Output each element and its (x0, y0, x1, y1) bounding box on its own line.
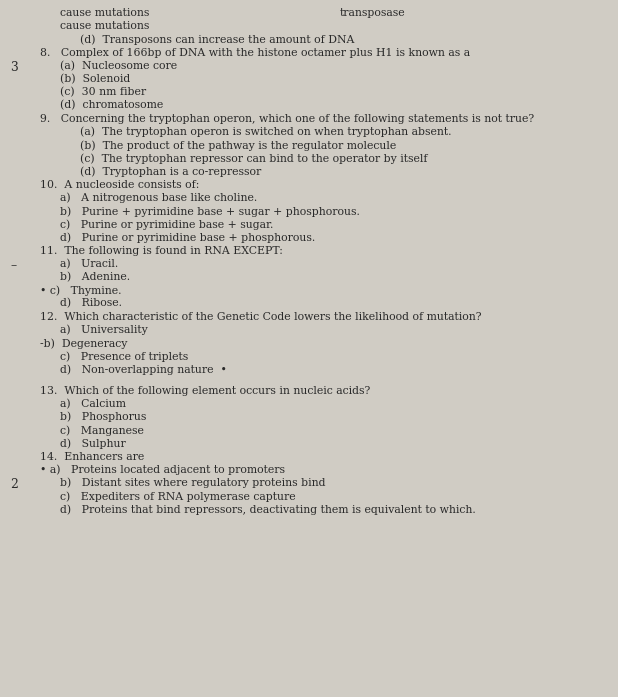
Text: (c)  The tryptophan repressor can bind to the operator by itself: (c) The tryptophan repressor can bind to… (80, 153, 428, 164)
Text: 11.  The following is found in RNA EXCEPT:: 11. The following is found in RNA EXCEPT… (40, 245, 283, 256)
Text: d)   Sulphur: d) Sulphur (60, 438, 125, 449)
Text: b)   Phosphorus: b) Phosphorus (60, 412, 146, 422)
Text: (d)  Transposons can increase the amount of DNA: (d) Transposons can increase the amount … (80, 34, 354, 45)
Text: 14.  Enhancers are: 14. Enhancers are (40, 452, 144, 461)
Text: 8.   Complex of 166bp of DNA with the histone octamer plus H1 is known as a: 8. Complex of 166bp of DNA with the hist… (40, 47, 470, 58)
Text: cause mutations: cause mutations (60, 21, 150, 31)
Text: d)   Purine or pyrimidine base + phosphorous.: d) Purine or pyrimidine base + phosphoro… (60, 232, 315, 243)
Text: (b)  Solenoid: (b) Solenoid (60, 74, 130, 84)
Text: c)   Expediters of RNA polymerase capture: c) Expediters of RNA polymerase capture (60, 491, 295, 502)
Text: 2: 2 (10, 478, 18, 491)
Text: d)   Proteins that bind repressors, deactivating them is equivalent to which.: d) Proteins that bind repressors, deacti… (60, 505, 476, 515)
Text: (d)  chromatosome: (d) chromatosome (60, 100, 163, 111)
Text: a)   A nitrogenous base like choline.: a) A nitrogenous base like choline. (60, 193, 257, 204)
Text: • a)   Proteins located adjacent to promoters: • a) Proteins located adjacent to promot… (40, 465, 285, 475)
Text: –: – (10, 259, 16, 272)
Text: b)   Purine + pyrimidine base + sugar + phosphorous.: b) Purine + pyrimidine base + sugar + ph… (60, 206, 360, 217)
Text: a)   Uracil.: a) Uracil. (60, 259, 118, 269)
Text: b)   Distant sites where regulatory proteins bind: b) Distant sites where regulatory protei… (60, 478, 326, 489)
Text: 12.  Which characteristic of the Genetic Code lowers the likelihood of mutation?: 12. Which characteristic of the Genetic … (40, 312, 481, 321)
Text: transposase: transposase (340, 8, 405, 18)
Text: c)   Presence of triplets: c) Presence of triplets (60, 351, 188, 362)
Text: d)   Non-overlapping nature  •: d) Non-overlapping nature • (60, 365, 227, 375)
Text: (b)  The product of the pathway is the regulator molecule: (b) The product of the pathway is the re… (80, 140, 396, 151)
Text: a)   Calcium: a) Calcium (60, 399, 126, 409)
Text: • c)   Thymine.: • c) Thymine. (40, 285, 122, 296)
Text: a)   Universality: a) Universality (60, 325, 148, 335)
Text: 9.   Concerning the tryptophan operon, which one of the following statements is : 9. Concerning the tryptophan operon, whi… (40, 114, 534, 123)
Text: c)   Purine or pyrimidine base + sugar.: c) Purine or pyrimidine base + sugar. (60, 219, 273, 230)
Text: (c)  30 nm fiber: (c) 30 nm fiber (60, 87, 146, 98)
Text: b)   Adenine.: b) Adenine. (60, 272, 130, 282)
Text: c)   Manganese: c) Manganese (60, 425, 144, 436)
Text: cause mutations: cause mutations (60, 8, 150, 18)
Text: 3: 3 (10, 61, 18, 74)
Text: (d)  Tryptophan is a co-repressor: (d) Tryptophan is a co-repressor (80, 167, 261, 177)
Text: -b)  Degeneracy: -b) Degeneracy (40, 338, 127, 348)
Text: 13.  Which of the following element occurs in nucleic acids?: 13. Which of the following element occur… (40, 385, 370, 395)
Text: 10.  A nucleoside consists of:: 10. A nucleoside consists of: (40, 180, 200, 190)
Text: d)   Ribose.: d) Ribose. (60, 298, 122, 309)
Text: (a)  Nucleosome core: (a) Nucleosome core (60, 61, 177, 71)
Text: (a)  The tryptophan operon is switched on when tryptophan absent.: (a) The tryptophan operon is switched on… (80, 127, 452, 137)
